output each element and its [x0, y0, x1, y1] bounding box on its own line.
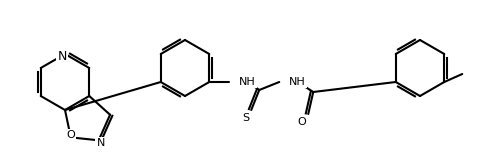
- Text: NH: NH: [239, 77, 256, 87]
- Text: S: S: [243, 113, 250, 123]
- Text: O: O: [298, 117, 306, 127]
- Text: O: O: [66, 130, 75, 140]
- Text: N: N: [57, 49, 67, 62]
- Text: NH: NH: [289, 77, 306, 87]
- Text: N: N: [96, 138, 105, 148]
